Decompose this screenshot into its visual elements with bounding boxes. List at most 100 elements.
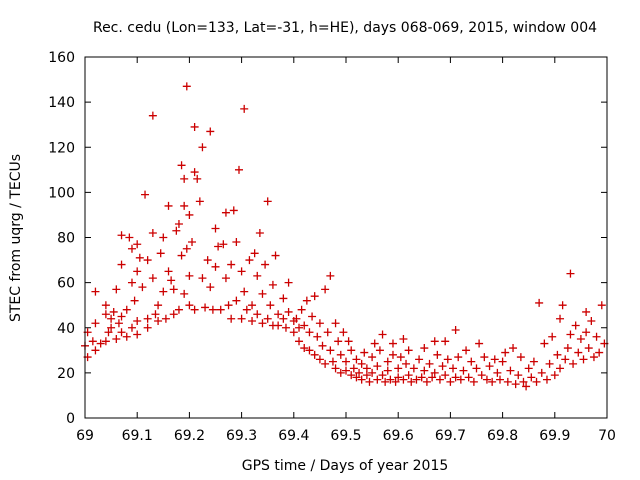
data-point: [378, 371, 387, 380]
data-point: [190, 122, 199, 131]
data-point: [328, 357, 337, 366]
data-point: [571, 321, 580, 330]
data-point: [253, 310, 262, 319]
y-tick-label: 20: [57, 366, 75, 382]
data-point: [511, 380, 520, 389]
data-point: [425, 359, 434, 368]
data-point: [240, 104, 249, 113]
data-point: [117, 231, 126, 240]
data-point: [550, 371, 559, 380]
data-point: [117, 312, 126, 321]
data-point: [566, 330, 575, 339]
y-tick-label: 100: [48, 185, 75, 201]
data-point: [237, 267, 246, 276]
data-point: [331, 364, 340, 373]
data-point: [141, 190, 150, 199]
data-point: [352, 373, 361, 382]
data-point: [292, 314, 301, 323]
data-point: [404, 346, 413, 355]
data-point: [472, 364, 481, 373]
data-point: [229, 206, 238, 215]
y-tick-label: 120: [48, 140, 75, 156]
data-point: [582, 328, 591, 337]
data-point: [190, 305, 199, 314]
data-point: [125, 233, 134, 242]
data-point: [597, 301, 606, 310]
data-point: [462, 346, 471, 355]
chart-title: Rec. cedu (Lon=133, Lat=-31, h=HE), days…: [93, 20, 597, 36]
data-point: [109, 307, 118, 316]
data-point: [420, 366, 429, 375]
data-point: [321, 359, 330, 368]
data-point: [519, 377, 528, 386]
x-tick-label: 69.5: [330, 428, 361, 444]
data-point: [490, 355, 499, 364]
data-point: [107, 314, 116, 323]
data-point: [381, 377, 390, 386]
data-point: [422, 377, 431, 386]
data-point: [467, 357, 476, 366]
data-point: [295, 323, 304, 332]
data-point: [394, 373, 403, 382]
data-point: [569, 359, 578, 368]
data-point: [169, 310, 178, 319]
data-point: [289, 328, 298, 337]
data-point: [198, 143, 207, 152]
data-point: [281, 323, 290, 332]
data-point: [373, 375, 382, 384]
data-point: [556, 364, 565, 373]
data-point: [297, 305, 306, 314]
data-point: [399, 375, 408, 384]
data-point: [315, 319, 324, 328]
data-point: [114, 319, 123, 328]
x-tick-label: 69.1: [122, 428, 153, 444]
data-point: [362, 371, 371, 380]
data-point: [415, 355, 424, 364]
data-point: [310, 350, 319, 359]
data-point: [148, 228, 157, 237]
data-point: [258, 289, 267, 298]
data-point: [261, 260, 270, 269]
data-point: [201, 303, 210, 312]
data-point: [480, 353, 489, 362]
data-point: [553, 350, 562, 359]
data-point: [164, 267, 173, 276]
data-point: [101, 337, 110, 346]
data-point: [274, 321, 283, 330]
data-point: [174, 305, 183, 314]
data-point: [540, 339, 549, 348]
data-point: [91, 319, 100, 328]
data-point: [263, 197, 272, 206]
data-point: [516, 353, 525, 362]
data-point: [143, 314, 152, 323]
data-point: [357, 359, 366, 368]
data-point: [190, 168, 199, 177]
data-point: [227, 314, 236, 323]
data-point: [253, 271, 262, 280]
data-point: [368, 353, 377, 362]
data-point: [133, 316, 142, 325]
y-tick-label: 140: [48, 95, 75, 111]
data-point: [355, 368, 364, 377]
data-point: [156, 249, 165, 258]
data-point: [566, 269, 575, 278]
data-point: [349, 364, 358, 373]
data-point: [475, 339, 484, 348]
data-point: [284, 278, 293, 287]
data-point: [383, 366, 392, 375]
data-point: [159, 233, 168, 242]
data-point: [154, 316, 163, 325]
data-point: [216, 305, 225, 314]
data-point: [180, 174, 189, 183]
data-point: [456, 375, 465, 384]
x-tick-label: 69.3: [226, 428, 257, 444]
plot-frame: [84, 56, 608, 419]
data-point: [370, 339, 379, 348]
data-point: [255, 228, 264, 237]
data-point: [451, 373, 460, 382]
data-point: [362, 364, 371, 373]
data-point: [574, 348, 583, 357]
data-point: [135, 253, 144, 262]
data-point: [195, 197, 204, 206]
